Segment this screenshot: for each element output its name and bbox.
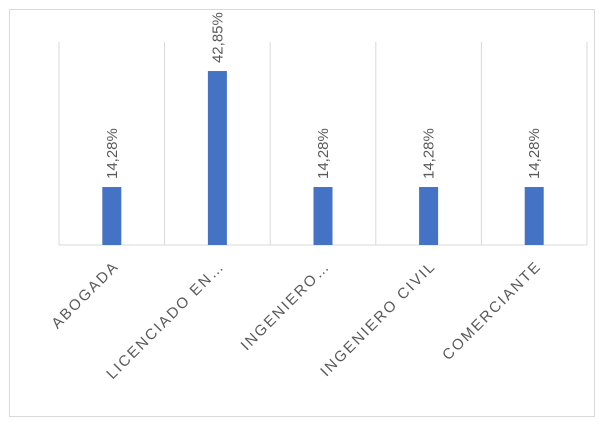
data-labels: 14,28% 42,85% 14,28% 14,28% 14,28% [104, 12, 543, 179]
data-label: 42,85% [209, 12, 226, 63]
category-label: ABOGADA [48, 258, 122, 332]
bar [102, 187, 122, 245]
category-label: COMERCIANTE [439, 258, 545, 364]
bar [419, 187, 439, 245]
category-label: INGENIERO… [238, 258, 334, 354]
bar [524, 187, 544, 245]
data-label: 14,28% [104, 128, 121, 179]
data-label: 14,28% [421, 128, 438, 179]
category-label: LICENCIADO EN… [103, 258, 228, 383]
bar [313, 187, 333, 245]
data-label: 14,28% [315, 128, 332, 179]
data-label: 14,28% [526, 128, 543, 179]
bar [207, 71, 227, 246]
category-label: INGENIERO CIVIL [317, 258, 439, 380]
bars [102, 71, 544, 246]
